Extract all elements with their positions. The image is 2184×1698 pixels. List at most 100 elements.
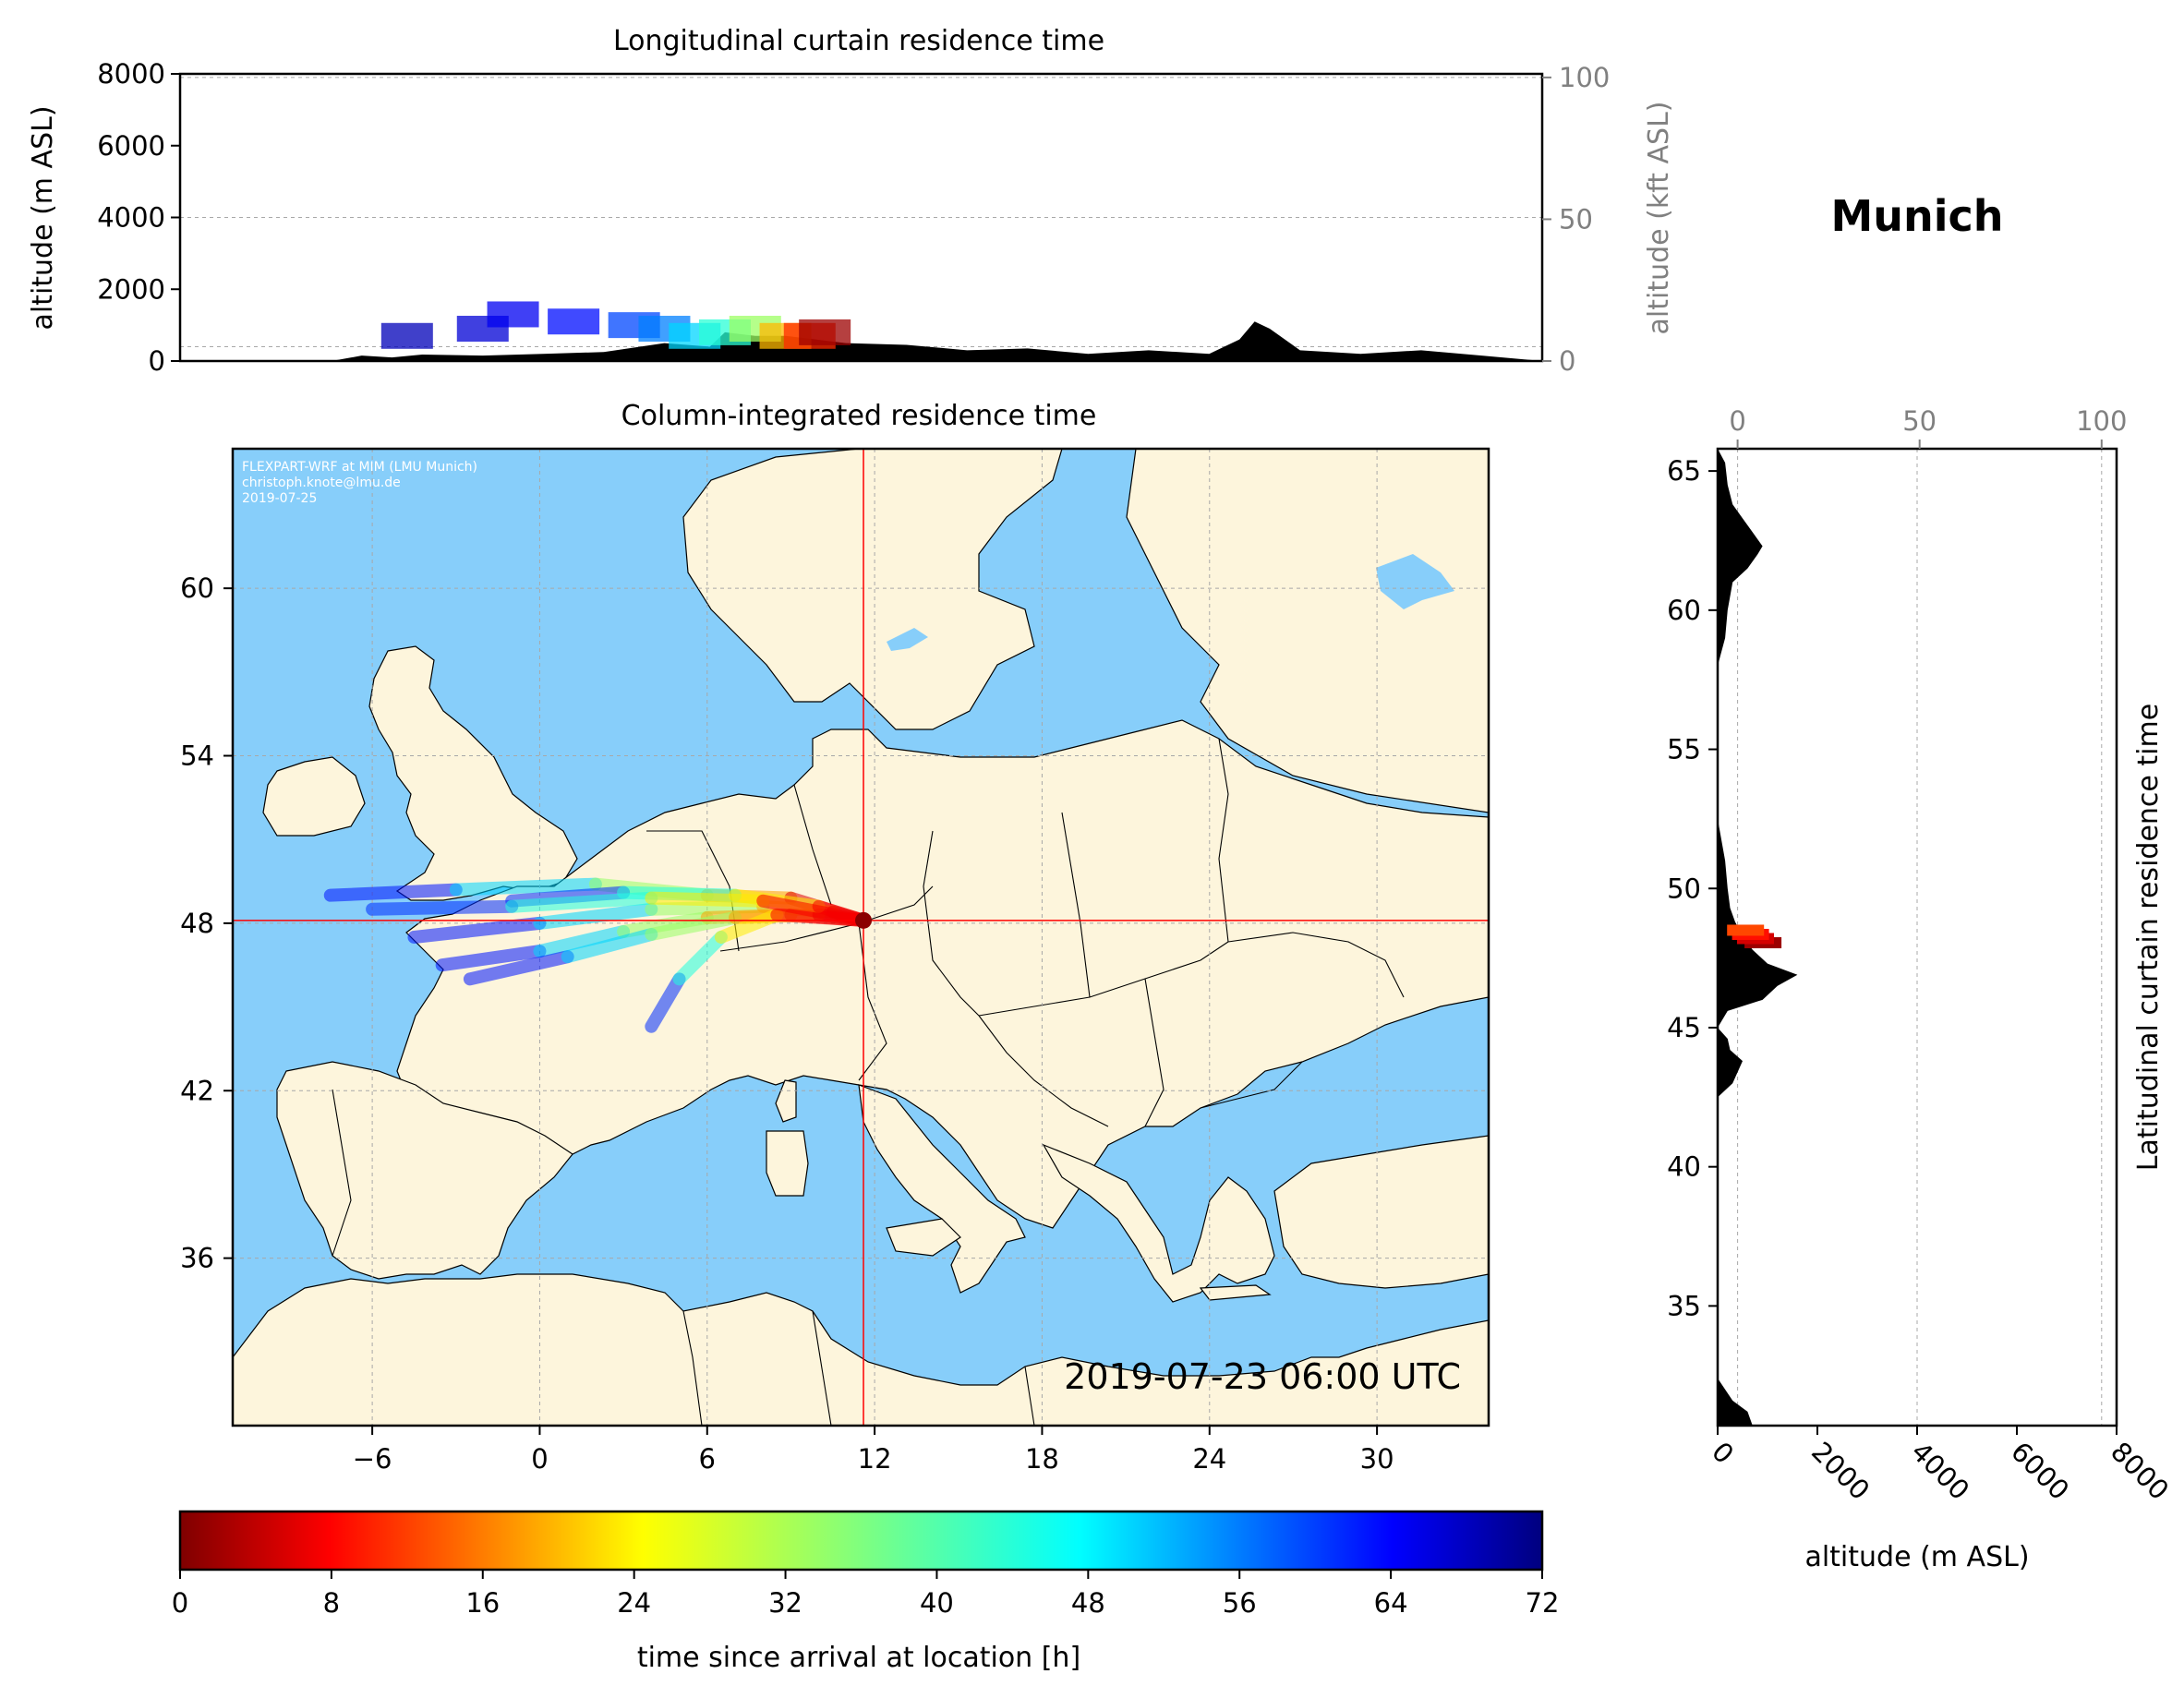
colorbar-tick-label: 16 [465,1587,500,1619]
column-plume-segment [561,927,658,964]
column-x-tick-label: 6 [699,1443,716,1475]
column-frame [231,447,1490,1427]
colorbar-tick-label: 8 [323,1587,340,1619]
colorbar: 0 8 16 24 32 40 48 56 64 72 time since arrival at… [172,1510,1560,1674]
longitudinal-plume-cell [487,301,539,328]
column-plume-segment [533,924,631,958]
column-x-tick-label: 12 [858,1443,892,1475]
land-ireland [262,756,366,837]
latitudinal-x-tick-label-top: 0 [1729,405,1745,437]
latitudinal-x-ticks: 0 2000 4000 6000 8000 [1706,1426,2175,1506]
column-x-tick-label: 24 [1192,1443,1226,1475]
latitudinal-ylabel: Latitudinal curtain residence time [2132,704,2165,1171]
country-borders [332,738,1405,1426]
latitudinal-x-tick-label: 0 [1706,1436,1740,1470]
latitudinal-y-tick-label: 60 [1667,595,1701,626]
station-name: Munich [1830,191,2003,241]
land-balkans [1042,1143,1275,1303]
colorbar-tick-label: 48 [1071,1587,1105,1619]
latitudinal-y-tick-label: 35 [1667,1290,1701,1321]
colorbar-label: time since arrival at location [h] [637,1642,1080,1674]
colorbar-tick-label: 0 [172,1587,188,1619]
colorbar-tick-label: 32 [768,1587,802,1619]
release-point [855,911,873,929]
longitudinal-plume-cell [799,319,851,345]
colorbar-gradient [178,1510,1544,1572]
latitudinal-xlabel: altitude (m ASL) [1804,1541,2029,1573]
column-plume-segment [645,891,770,908]
longitudinal-y-tick-label-right: 50 [1559,203,1593,235]
land-scandinavia [682,449,1063,730]
latitudinal-y-tick-label: 55 [1667,734,1701,765]
column-x-tick-label: 30 [1360,1443,1394,1475]
longitudinal-plume-cell [380,322,433,349]
latitudinal-x-tick-label: 8000 [2105,1436,2175,1506]
column-plume-segment [449,877,602,897]
column-plume-segment [366,899,519,916]
column-plume-segment [714,908,784,944]
watermark: FLEXPART-WRF at MIM (LMU Munich) christo… [242,460,477,506]
longitudinal-ylabel: altitude (m ASL) [27,105,59,330]
watermark-line-1: FLEXPART-WRF at MIM (LMU Munich) [242,460,477,475]
column-plume-segment [435,945,547,972]
column-y-tick-label: 48 [180,908,214,939]
latitudinal-y-tick-label: 40 [1667,1151,1701,1183]
land-iberia [276,1061,573,1280]
colorbar-tick-label: 72 [1526,1587,1560,1619]
longitudinal-y-tick-label: 8000 [97,58,165,90]
watermark-line-2: christoph.knote@lmu.de [242,476,401,490]
latitudinal-x-tick-label-top: 100 [2076,405,2127,437]
timestamp: 2019-07-23 06:00 UTC [1064,1356,1461,1397]
column-x-tick-label: 0 [531,1443,548,1475]
land-finland-russia [1126,449,1489,813]
longitudinal-grid [180,77,1542,347]
land-north-africa [233,1273,1489,1426]
column-plume [323,877,871,1033]
column-y-tick-label: 60 [180,572,214,604]
longitudinal-panel: Longitudinal curtain residence time 0 200… [27,25,1675,377]
column-plume-segment [407,916,547,944]
land-masses [233,449,1489,1426]
colorbar-tick-label: 64 [1374,1587,1408,1619]
lake-vanern [887,628,928,651]
column-panel: Column-integrated residence time [180,400,1490,1475]
longitudinal-title: Longitudinal curtain residence time [613,25,1104,57]
column-y-tick-label: 36 [180,1243,214,1274]
column-y-tick-label: 54 [180,741,214,772]
column-y-ticks: 36 42 48 54 60 [180,572,233,1274]
column-plume-segment [463,950,574,986]
column-plume-segment [323,883,463,902]
column-title: Column-integrated residence time [621,400,1097,432]
longitudinal-y-tick-label-right: 0 [1559,345,1575,377]
latitudinal-y-tick-label: 45 [1667,1012,1701,1043]
latitudinal-y-tick-label: 65 [1667,455,1701,487]
watermark-line-3: 2019-07-25 [242,491,317,506]
column-x-tick-label: −6 [353,1443,392,1475]
longitudinal-plume [380,301,851,349]
column-plume-segment [505,891,658,913]
longitudinal-ylabel-right: altitude (kft ASL) [1643,101,1675,334]
longitudinal-y-tick-label: 6000 [97,130,165,162]
colorbar-tick-label: 24 [617,1587,651,1619]
longitudinal-y-ticks-right: 0 50 100 [1542,62,1610,377]
column-x-ticks: −6 0 6 12 18 24 30 [353,1426,1394,1475]
latitudinal-x-tick-label: 2000 [1805,1436,1876,1506]
latitudinal-x-ticks-top: 0 50 100 [1729,405,2127,449]
longitudinal-y-tick-label: 4000 [97,202,165,234]
land-sicily [886,1218,961,1257]
latitudinal-plume [1727,924,1782,949]
latitudinal-y-tick-label: 50 [1667,873,1701,904]
lake-ladoga [1376,554,1454,609]
latitudinal-y-ticks: 35 40 45 50 55 60 65 [1667,455,1718,1321]
colorbar-tick-label: 56 [1223,1587,1257,1619]
longitudinal-plume-cell [548,308,600,335]
column-plume-segment [672,931,728,986]
column-plume-segment [756,894,871,927]
land-great-britain [368,645,578,901]
latitudinal-x-tick-label-top: 50 [1902,405,1937,437]
longitudinal-terrain [180,321,1542,361]
column-plume-segment [645,899,770,916]
land-italy [858,1084,1026,1294]
